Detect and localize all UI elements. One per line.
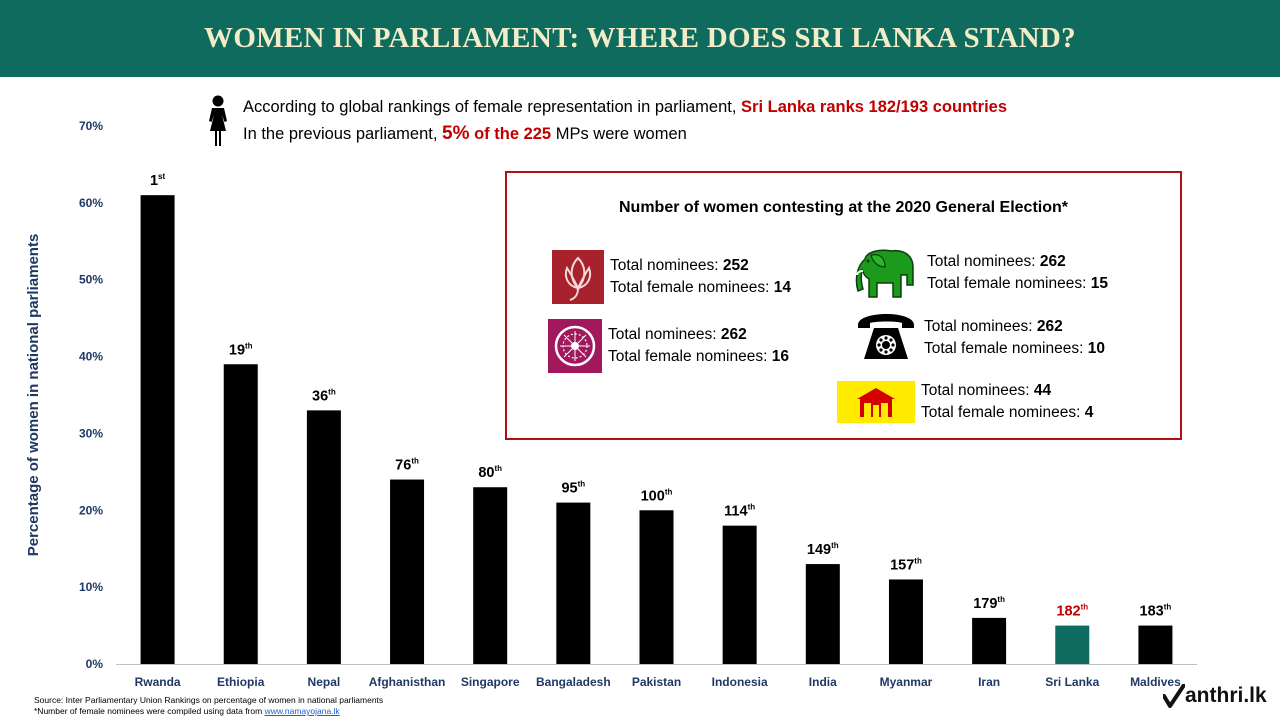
- rank-label: 19th: [229, 341, 253, 358]
- data-note: *Number of female nominees were compiled…: [34, 706, 340, 716]
- bar-pakistan: [639, 510, 674, 664]
- y-tick-label: 10%: [79, 580, 103, 594]
- y-tick-label: 0%: [86, 657, 104, 671]
- rank-label: 76th: [395, 457, 419, 474]
- y-axis-title: Percentage of women in national parliame…: [25, 234, 42, 557]
- party-entry-house: Total nominees: 44 Total female nominees…: [837, 380, 1093, 424]
- party-entry-elephant: Total nominees: 262 Total female nominee…: [855, 245, 1108, 301]
- namayojana-link[interactable]: www.namayojana.lk: [264, 706, 340, 716]
- bar-indonesia: [722, 525, 757, 664]
- bar-myanmar: [888, 579, 923, 664]
- x-category-label: Myanmar: [880, 675, 933, 689]
- title-banner: WOMEN IN PARLIAMENT: WHERE DOES SRI LANK…: [0, 0, 1280, 77]
- party-total-nominees: Total nominees: 252: [610, 257, 749, 274]
- party-female-nominees: Total female nominees: 15: [927, 275, 1108, 292]
- party-female-nominees: Total female nominees: 4: [921, 404, 1094, 421]
- bar-afghanisthan: [390, 479, 425, 664]
- x-category-label: Iran: [978, 675, 1000, 689]
- bar-bangaladesh: [556, 502, 591, 664]
- sri-lanka-rank-highlight: Sri Lanka ranks 182/193 countries: [741, 98, 1008, 116]
- party-entry-lotus-bud: Total nominees: 252 Total female nominee…: [552, 250, 791, 304]
- bar-nepal: [306, 410, 341, 664]
- rank-label: 149th: [807, 541, 839, 558]
- x-category-label: Afghanisthan: [369, 675, 446, 689]
- y-tick-label: 70%: [79, 119, 103, 133]
- rank-label: 114th: [724, 503, 755, 520]
- party-female-nominees: Total female nominees: 16: [608, 348, 789, 365]
- lotus-bud-icon: [552, 250, 604, 304]
- intro-line-1-text: According to global rankings of female r…: [243, 98, 742, 116]
- contest-box-title: Number of women contesting at the 2020 G…: [619, 199, 1068, 216]
- data-note-text: *Number of female nominees were compiled…: [34, 706, 265, 716]
- compass-icon: [548, 319, 602, 373]
- bar-maldives: [1138, 625, 1173, 664]
- woman-icon: [209, 95, 227, 146]
- contest-info-box: Number of women contesting at the 2020 G…: [505, 171, 1182, 440]
- rank-label: 1st: [150, 172, 166, 189]
- x-category-label: Indonesia: [712, 675, 768, 689]
- rank-label: 36th: [312, 387, 336, 404]
- x-category-label: Ethiopia: [217, 675, 265, 689]
- intro-line-1: According to global rankings of female r…: [243, 98, 1007, 117]
- bar-sri-lanka: [1055, 625, 1090, 664]
- rank-label: 182th: [1056, 603, 1088, 620]
- rank-label: 95th: [561, 480, 585, 497]
- rank-label: 157th: [890, 556, 922, 573]
- party-entry-telephone: Total nominees: 262 Total female nominee…: [854, 313, 1105, 363]
- party-total-nominees: Total nominees: 262: [927, 253, 1066, 270]
- elephant-icon: [855, 249, 914, 298]
- x-category-label: Sri Lanka: [1045, 675, 1099, 689]
- x-category-label: Maldives: [1130, 675, 1181, 689]
- manthri-logo[interactable]: anthri.lk: [1163, 684, 1267, 708]
- rank-label: 179th: [973, 595, 1005, 612]
- bar-singapore: [473, 487, 508, 664]
- y-tick-label: 30%: [79, 426, 103, 440]
- x-category-label: Rwanda: [135, 675, 181, 689]
- intro-line-2-suffix: MPs were women: [551, 125, 687, 143]
- bar-ethiopia: [223, 364, 258, 664]
- bar-rwanda: [140, 195, 175, 664]
- x-category-label: Singapore: [461, 675, 520, 689]
- bar-iran: [972, 617, 1007, 664]
- x-category-label: Nepal: [308, 675, 341, 689]
- bar-india: [805, 564, 840, 664]
- party-female-nominees: Total female nominees: 10: [924, 340, 1105, 357]
- source-note: Source: Inter Parliamentary Union Rankin…: [34, 695, 384, 705]
- y-tick-label: 50%: [79, 273, 103, 287]
- women-percent-highlight: 5%: [442, 123, 470, 144]
- intro-line-2: In the previous parliament, 5% of the 22…: [243, 123, 687, 145]
- mp-count-highlight: of the 225: [469, 125, 552, 143]
- logo-text: anthri.lk: [1185, 684, 1267, 707]
- party-entry-compass: Total nominees: 262 Total female nominee…: [548, 319, 789, 373]
- party-total-nominees: Total nominees: 44: [921, 382, 1052, 399]
- party-total-nominees: Total nominees: 262: [608, 326, 747, 343]
- rank-label: 100th: [641, 487, 673, 504]
- y-tick-label: 20%: [79, 503, 103, 517]
- x-category-label: Bangaladesh: [536, 675, 611, 689]
- x-category-label: India: [809, 675, 837, 689]
- rank-label: 183th: [1140, 603, 1172, 620]
- house-icon: [837, 381, 915, 423]
- page-title: WOMEN IN PARLIAMENT: WHERE DOES SRI LANK…: [204, 22, 1076, 54]
- x-category-label: Pakistan: [632, 675, 681, 689]
- party-female-nominees: Total female nominees: 14: [610, 279, 791, 296]
- party-total-nominees: Total nominees: 262: [924, 318, 1063, 335]
- y-tick-label: 60%: [79, 196, 103, 210]
- y-tick-label: 40%: [79, 350, 103, 364]
- intro-line-2-text: In the previous parliament,: [243, 125, 443, 143]
- checkmark-icon: [1163, 684, 1185, 708]
- telephone-icon: [858, 314, 914, 359]
- rank-label: 80th: [478, 464, 502, 481]
